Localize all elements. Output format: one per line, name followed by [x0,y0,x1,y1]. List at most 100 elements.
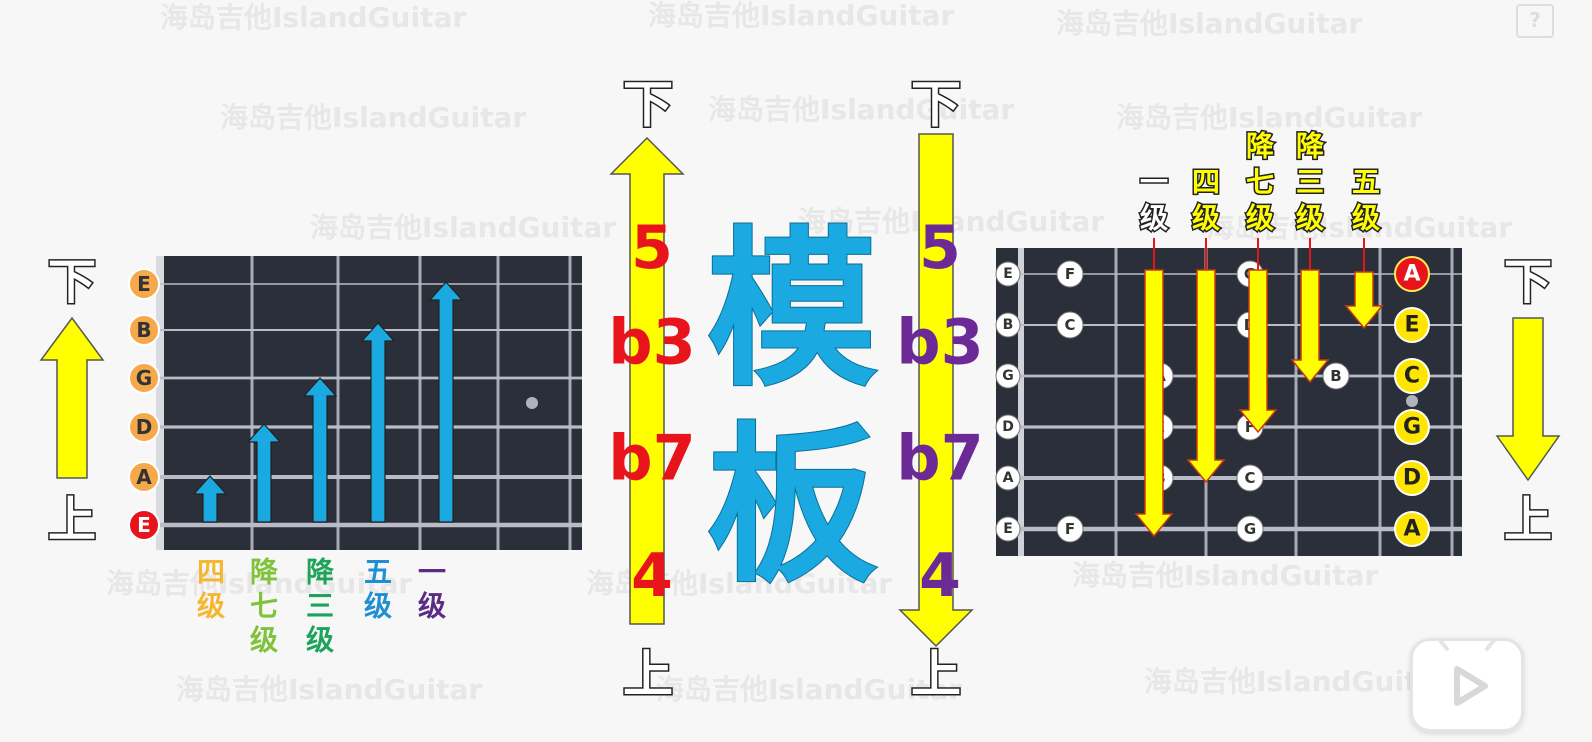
fret-note-dot [1236,464,1264,492]
right-fretboard [996,248,1462,556]
string-label: G [1002,368,1014,384]
fret-note-label: B [1330,367,1341,385]
degree-arrow-up [246,423,282,523]
degree-label-char: 七 [1246,166,1274,199]
degree-label-char: 级 [1140,202,1168,235]
play-button[interactable] [1410,637,1524,732]
degree-label-char: 一 [418,556,446,589]
string-label: A [1003,470,1014,486]
interval-label-right: b7 [896,422,984,495]
direction-up-label: 上 [48,492,96,548]
target-note-dot [1394,511,1430,547]
degree-label-char: 三 [1296,166,1324,199]
interval-label-left: 4 [631,541,673,611]
degree-label-char: 四 [197,556,225,589]
string-label-dot [995,312,1021,338]
fret-note-dot [1056,311,1084,339]
interval-label-right: 4 [919,541,961,611]
fret-note-label: G [1244,520,1256,538]
target-note-label: C [1404,364,1420,389]
open-string-label: D [136,415,153,439]
string-label-dot [995,414,1021,440]
target-note-dot [1394,409,1430,445]
string-label-dot [995,363,1021,389]
fret-note-label: C [1244,469,1255,487]
open-string-label: A [136,465,152,489]
fret-marker-dot [526,397,538,409]
yellow-arrow-down [1495,317,1561,482]
string-label: E [1003,521,1013,537]
help-icon[interactable]: ? [1516,4,1554,38]
open-string-label: G [136,366,152,390]
open-string-dot [128,509,160,541]
degree-label-char: 三 [306,590,334,623]
yellow-arrow-up [609,136,685,625]
degree-label-char: 级 [197,590,225,623]
degree-arrow-down [1238,269,1278,434]
right-nut [1018,248,1024,556]
interval-label-right: 5 [919,213,961,283]
degree-label-char: 降 [1296,130,1325,163]
degree-label-char: 级 [1246,202,1274,235]
open-string-dot [128,268,160,300]
string-label-dot [995,465,1021,491]
degree-label-char: 级 [418,590,446,623]
direction-down-label: 下 [623,75,673,134]
title-char: 模 [707,210,877,410]
degree-label-char: 级 [364,590,392,623]
target-note-label: A [1403,262,1420,287]
open-string-dot [128,314,160,346]
degree-label-char: 五 [1352,166,1380,199]
target-note-label: A [1403,517,1420,542]
title-char: 板 [707,406,877,606]
target-note-dot [1394,358,1430,394]
degree-arrow-up [302,377,338,523]
degree-label-char: 级 [1192,202,1220,235]
degree-label-char: 四 [1192,166,1220,199]
degree-arrow-up [192,475,228,523]
degree-label-char: 降 [250,556,279,589]
fret-note-dot [1322,362,1350,390]
degree-label-char: 降 [306,556,335,589]
string-label: D [1002,419,1014,435]
string-label: E [1003,266,1013,282]
target-note-dot [1394,307,1430,343]
degree-label-char: 级 [306,624,334,657]
direction-up-label: 上 [623,645,673,704]
string-label-dot [995,261,1021,287]
direction-down-label: 下 [48,254,96,310]
open-string-label: E [137,513,151,537]
degree-arrow-down [1186,269,1226,484]
degree-arrow-down [1134,269,1174,538]
fret-note-label: F [1065,520,1075,538]
interval-label-left: 5 [631,213,673,283]
degree-label-char: 级 [250,624,278,657]
open-string-dot [128,411,160,443]
target-note-dot [1394,460,1430,496]
degree-label-char: 降 [1246,130,1275,163]
degree-label-char: 级 [1352,202,1380,235]
left-fretboard [156,256,582,550]
target-note-label: G [1403,415,1421,440]
degree-arrow-down [1344,271,1384,330]
direction-down-label: 下 [1504,254,1552,310]
open-string-label: E [137,272,151,296]
interval-label-left: b7 [608,422,696,495]
degree-arrow-up [428,281,464,523]
interval-label-right: b3 [896,306,984,379]
direction-up-label: 上 [1504,492,1552,548]
target-note-label: E [1404,313,1419,338]
open-string-label: B [136,318,151,342]
degree-label-char: 级 [1296,202,1324,235]
fret-marker-dot [1406,395,1418,407]
target-note-label: D [1403,466,1421,491]
fret-note-dot [1056,260,1084,288]
string-label-dot [995,516,1021,542]
string-label: B [1003,317,1014,333]
degree-label-char: 五 [364,556,392,589]
fret-note-dot [1236,515,1264,543]
degree-arrow-down [1290,269,1330,384]
direction-down-label: 下 [911,75,961,134]
